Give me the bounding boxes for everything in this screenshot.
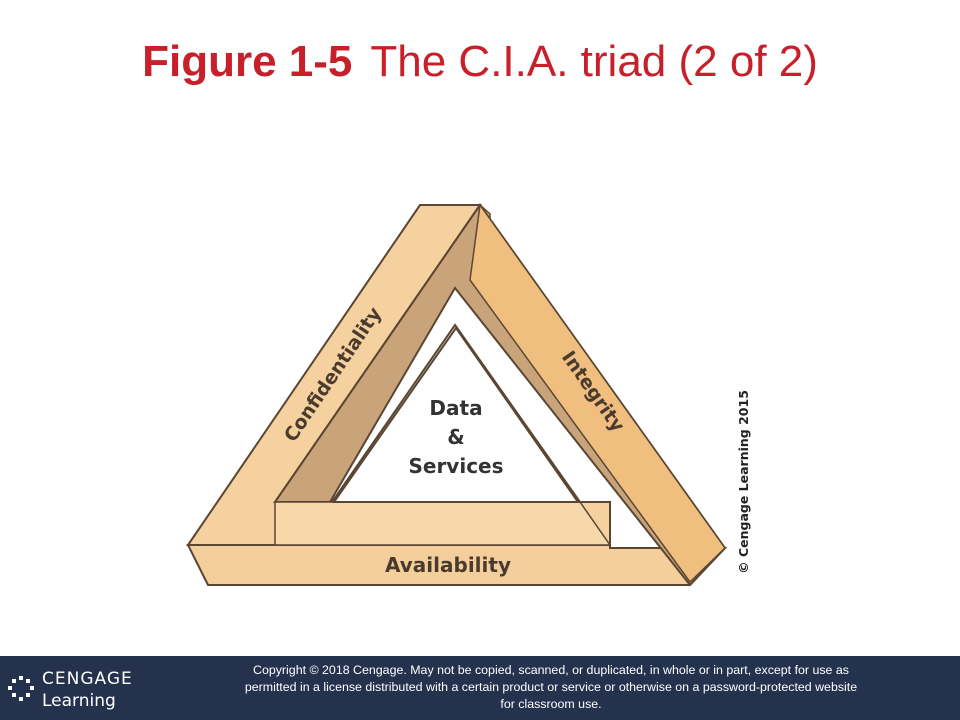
image-credit: © Cengage Learning 2015 [736, 390, 751, 574]
cengage-logo: CENGAGE Learning [6, 664, 146, 714]
center-line-3: Services [408, 454, 503, 478]
integrity-strip [469, 203, 726, 584]
inner-ledge [274, 501, 612, 546]
center-line-2: & [447, 425, 464, 449]
slide-title: Figure 1-5 The C.I.A. triad (2 of 2) [0, 34, 960, 90]
copyright-notice: Copyright © 2018 Cengage. May not be cop… [150, 662, 952, 713]
logo-word-cengage: CENGAGE [42, 669, 133, 689]
figure-caption: The C.I.A. triad (2 of 2) [370, 37, 818, 86]
figure-number: Figure 1-5 [142, 37, 353, 86]
copyright-line-1: Copyright © 2018 Cengage. May not be cop… [253, 663, 849, 677]
copyright-line-3: for classroom use. [500, 697, 602, 711]
inner-triangle-top [332, 326, 580, 503]
cengage-logo-icon [8, 676, 34, 701]
copyright-line-2: permitted in a license distributed with … [244, 680, 858, 694]
footer-bar: CENGAGE Learning Copyright © 2018 Cengag… [0, 656, 960, 720]
logo-word-learning: Learning [42, 691, 116, 711]
center-line-1: Data [429, 396, 482, 420]
label-availability: Availability [385, 553, 511, 577]
